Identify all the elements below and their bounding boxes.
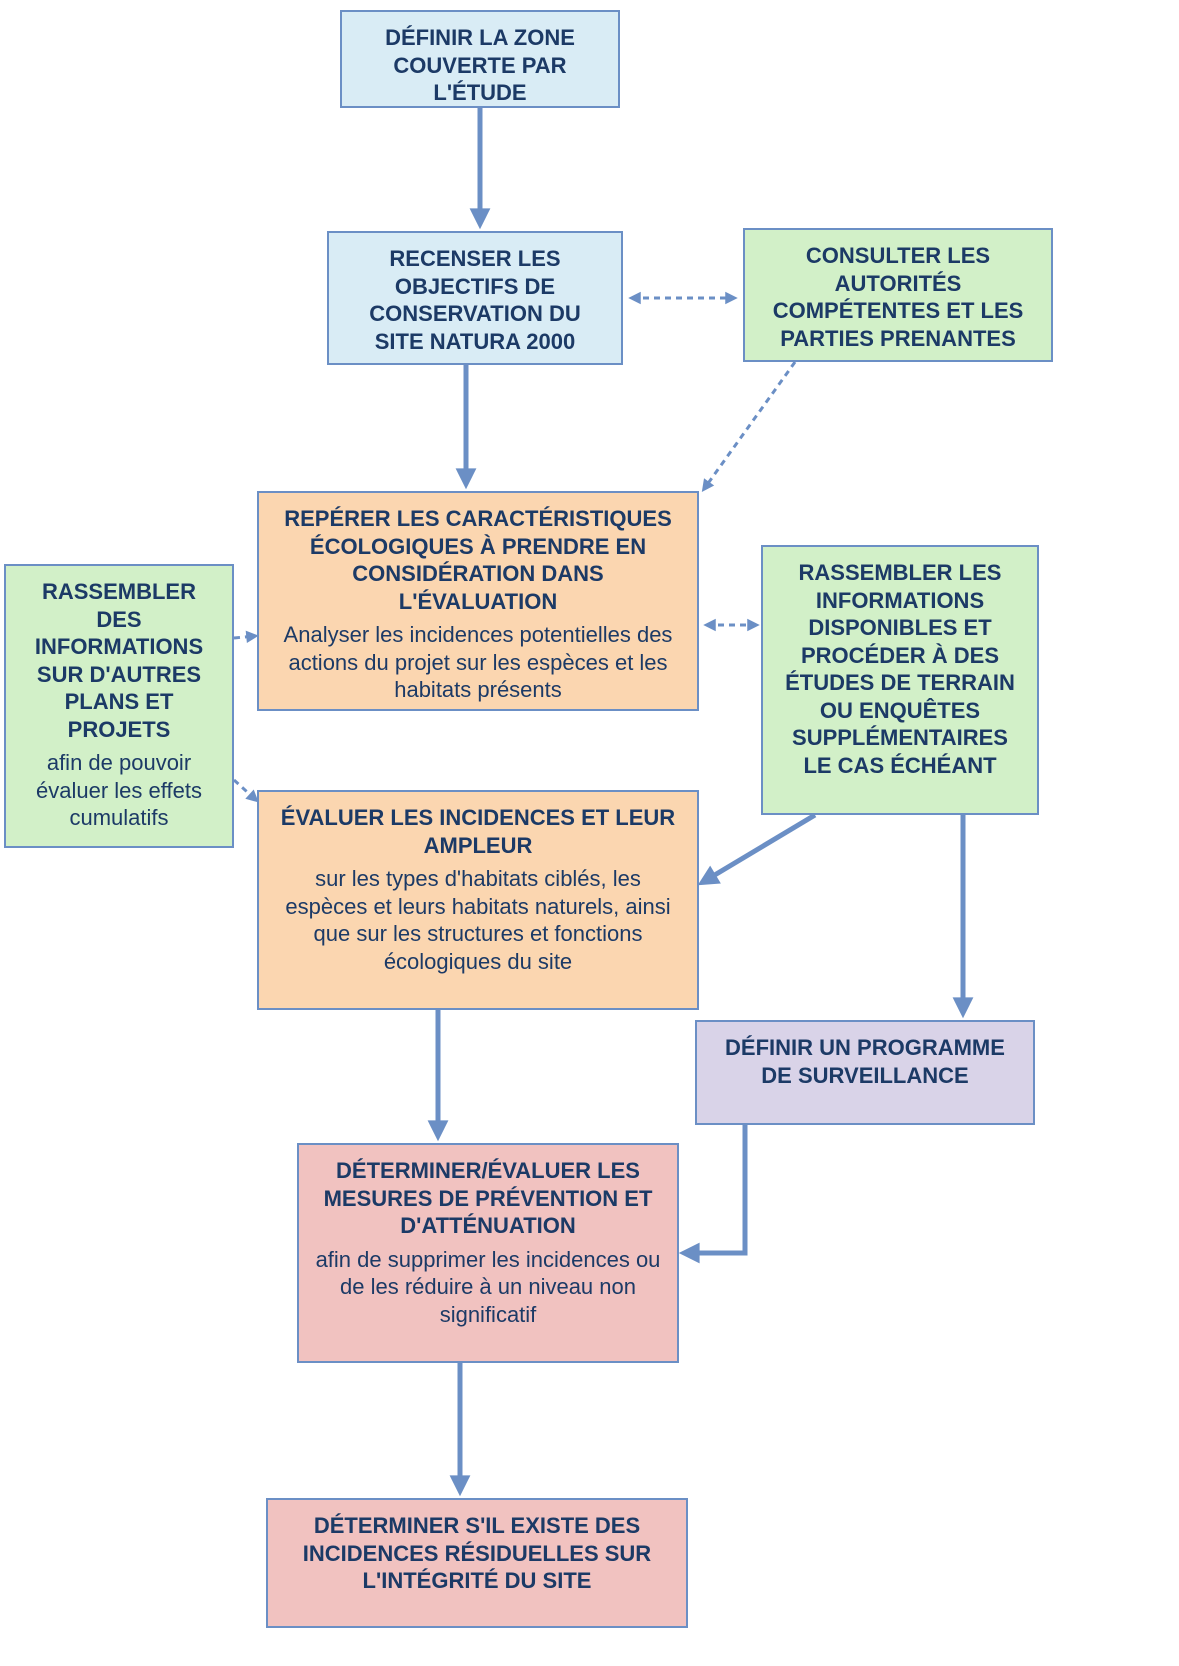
- edge-n8-n9: [685, 1125, 745, 1253]
- node-title: REPÉRER LES CARACTÉRISTIQUES ÉCOLOGIQUES…: [273, 505, 683, 615]
- edge-n5-n7: [234, 780, 256, 800]
- node-body: afin de pouvoir évaluer les effets cumul…: [20, 749, 218, 832]
- node-n8: DÉFINIR UN PROGRAMME DE SURVEILLANCE: [695, 1020, 1035, 1125]
- node-title: RASSEMBLER LES INFORMATIONS DISPONIBLES …: [777, 559, 1023, 779]
- node-title: ÉVALUER LES INCIDENCES ET LEUR AMPLEUR: [273, 804, 683, 859]
- node-body: Analyser les incidences potentielles des…: [273, 621, 683, 704]
- node-n5: RASSEMBLER DES INFORMATIONS SUR D'AUTRES…: [4, 564, 234, 848]
- edge-n3-n4: [704, 362, 795, 489]
- edge-n5-n4: [234, 636, 255, 638]
- node-body: afin de supprimer les incidences ou de l…: [313, 1246, 663, 1329]
- node-n3: CONSULTER LES AUTORITÉS COMPÉTENTES ET L…: [743, 228, 1053, 362]
- flowchart-canvas: DÉFINIR LA ZONE COUVERTE PAR L'ÉTUDE RECE…: [0, 0, 1179, 1666]
- node-n1: DÉFINIR LA ZONE COUVERTE PAR L'ÉTUDE: [340, 10, 620, 108]
- node-title: DÉTERMINER S'IL EXISTE DES INCIDENCES RÉ…: [282, 1512, 672, 1595]
- node-title: DÉTERMINER/ÉVALUER LES MESURES DE PRÉVEN…: [313, 1157, 663, 1240]
- node-title: RASSEMBLER DES INFORMATIONS SUR D'AUTRES…: [20, 578, 218, 743]
- node-title: RECENSER LES OBJECTIFS DE CONSERVATION D…: [343, 245, 607, 355]
- node-n6: RASSEMBLER LES INFORMATIONS DISPONIBLES …: [761, 545, 1039, 815]
- node-title: DÉFINIR LA ZONE COUVERTE PAR L'ÉTUDE: [356, 24, 604, 107]
- node-n7: ÉVALUER LES INCIDENCES ET LEUR AMPLEUR su…: [257, 790, 699, 1010]
- edge-n6-n7: [703, 815, 815, 882]
- node-n4: REPÉRER LES CARACTÉRISTIQUES ÉCOLOGIQUES…: [257, 491, 699, 711]
- node-n10: DÉTERMINER S'IL EXISTE DES INCIDENCES RÉ…: [266, 1498, 688, 1628]
- node-n9: DÉTERMINER/ÉVALUER LES MESURES DE PRÉVEN…: [297, 1143, 679, 1363]
- node-title: DÉFINIR UN PROGRAMME DE SURVEILLANCE: [711, 1034, 1019, 1089]
- node-n2: RECENSER LES OBJECTIFS DE CONSERVATION D…: [327, 231, 623, 365]
- node-body: sur les types d'habitats ciblés, les esp…: [273, 865, 683, 975]
- node-title: CONSULTER LES AUTORITÉS COMPÉTENTES ET L…: [759, 242, 1037, 352]
